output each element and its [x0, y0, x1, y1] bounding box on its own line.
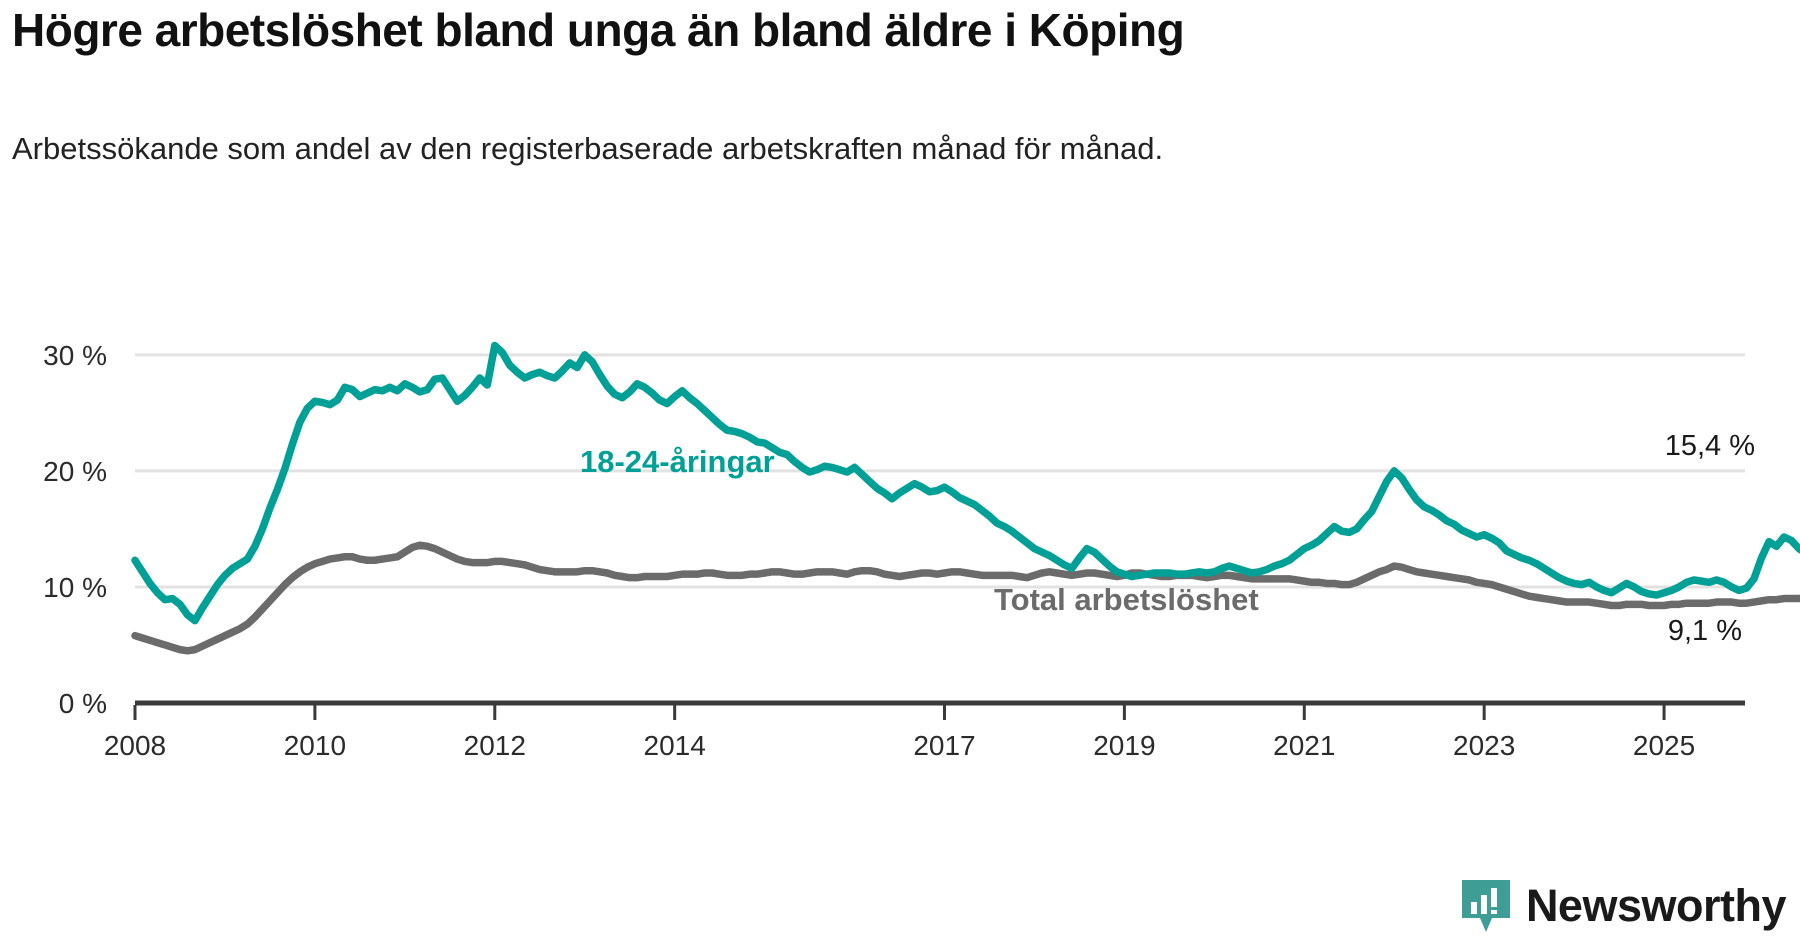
youth-end-value-label: 15,4 %: [1665, 430, 1755, 462]
line-chart: 0 % 10 % 20 % 30 % 2008 2010 2012 2014 2017 2019 2…: [43, 340, 1800, 761]
y-axis-tick-label: 20 %: [43, 456, 107, 487]
newsworthy-logo: Newsworthy: [1460, 878, 1787, 934]
chart-title: Högre arbetslöshet bland unga än bland ä…: [12, 4, 1185, 56]
x-axis-tick-label: 2023: [1453, 730, 1515, 761]
x-axis-tick-label: 2008: [104, 730, 166, 761]
y-axis-tick-label: 10 %: [43, 572, 107, 603]
x-axis-tick-label: 2025: [1633, 730, 1695, 761]
y-axis-tick-label: 30 %: [43, 340, 107, 371]
y-axis-tick-label: 0 %: [59, 688, 107, 719]
logo-wordmark: Newsworthy: [1525, 880, 1787, 931]
total-series-label: Total arbetslöshet: [994, 582, 1259, 617]
x-axis-tick-label: 2017: [913, 730, 975, 761]
x-axis-tick-label: 2010: [284, 730, 346, 761]
youth-series-label: 18-24-åringar: [580, 444, 775, 479]
chart-plot-area: 0 % 10 % 20 % 30 % 2008 2010 2012 2014 2017 2019 2…: [0, 280, 1800, 800]
x-axis-tick-label: 2021: [1273, 730, 1335, 761]
newsworthy-bars-icon: [1461, 880, 1510, 932]
chart-subtitle: Arbetssökande som andel av den registerb…: [12, 131, 1164, 166]
series-line-total: [131, 541, 1800, 655]
series-line-youth: [131, 341, 1800, 625]
x-axis-tick-label: 2019: [1093, 730, 1155, 761]
x-axis-tick-label: 2014: [644, 730, 706, 761]
total-end-value-label: 9,1 %: [1668, 615, 1742, 647]
x-axis-tick-label: 2012: [464, 730, 526, 761]
